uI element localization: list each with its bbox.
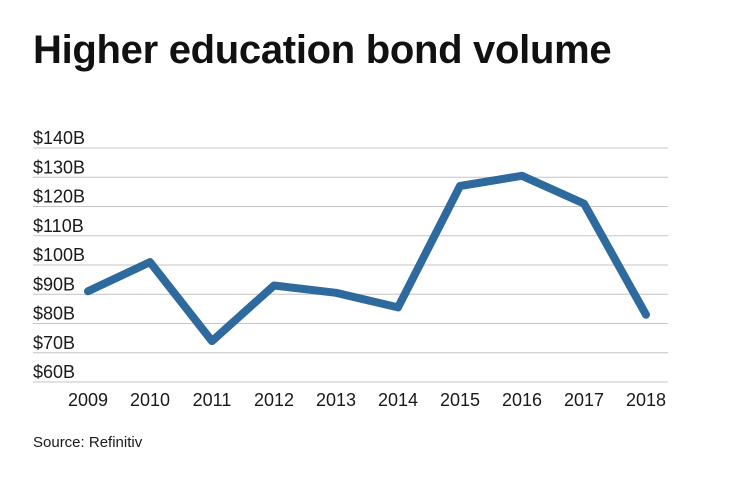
y-tick-label: $110B [33, 216, 84, 236]
y-tick-label: $70B [33, 333, 75, 353]
x-tick-label: 2011 [193, 390, 232, 410]
x-tick-label: 2014 [378, 390, 418, 410]
series-line [84, 171, 650, 346]
y-tick-label: $100B [33, 245, 85, 265]
series-line-group [84, 171, 650, 346]
y-tick-label: $60B [33, 362, 75, 382]
x-tick-label: 2009 [68, 390, 108, 410]
x-axis-ticks: 2009 2010 2011 2012 2013 2014 2015 2016 2017 2018 [68, 390, 666, 410]
y-axis-ticks: $60B $70B $80B $90B $100B $110B $120B $130B $140… [33, 128, 85, 382]
x-tick-label: 2017 [564, 390, 604, 410]
y-tick-label: $130B [33, 157, 85, 177]
x-tick-label: 2013 [316, 390, 356, 410]
y-tick-label: $140B [33, 128, 85, 148]
x-tick-label: 2018 [626, 390, 666, 410]
y-tick-label: $120B [33, 187, 85, 207]
gridlines [33, 147, 668, 383]
x-tick-label: 2012 [254, 390, 294, 410]
source-note: Source: Refinitiv [33, 434, 143, 451]
y-tick-label: $90B [33, 274, 75, 294]
chart-title: Higher education bond volume [33, 28, 612, 72]
x-tick-label: 2010 [130, 390, 170, 410]
x-tick-label: 2015 [440, 390, 480, 410]
x-tick-label: 2016 [502, 390, 542, 410]
y-tick-label: $80B [33, 304, 75, 324]
